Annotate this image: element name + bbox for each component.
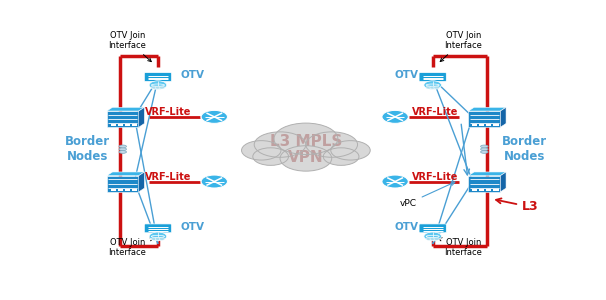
Polygon shape [107,176,139,192]
Circle shape [323,148,359,165]
Text: OTV: OTV [181,222,204,232]
Text: Border
Nodes: Border Nodes [65,135,110,163]
FancyBboxPatch shape [472,124,478,126]
Circle shape [201,110,227,123]
Circle shape [430,238,436,240]
Polygon shape [468,176,501,192]
FancyBboxPatch shape [144,73,171,82]
Text: VRF-Lite: VRF-Lite [412,107,459,117]
FancyBboxPatch shape [110,189,116,191]
FancyBboxPatch shape [118,124,123,126]
Text: OTV Join
Interface: OTV Join Interface [438,238,482,257]
Text: OTV: OTV [181,70,204,80]
FancyBboxPatch shape [419,73,446,82]
Circle shape [149,232,167,241]
Text: VRF-Lite: VRF-Lite [145,107,191,117]
Text: OTV: OTV [394,70,418,80]
Polygon shape [468,111,501,127]
Circle shape [151,86,157,89]
Polygon shape [501,107,506,127]
Circle shape [382,110,408,123]
Text: VRF-Lite: VRF-Lite [145,172,191,182]
Text: OTV: OTV [394,222,418,232]
FancyBboxPatch shape [419,224,446,233]
Circle shape [201,175,227,188]
Text: VPN: VPN [288,150,324,165]
FancyBboxPatch shape [486,124,491,126]
Ellipse shape [119,145,127,148]
Circle shape [426,238,431,240]
FancyBboxPatch shape [479,124,484,126]
Circle shape [155,86,161,89]
Circle shape [434,238,439,240]
Circle shape [426,86,431,89]
Circle shape [253,148,288,165]
Circle shape [331,141,370,160]
FancyBboxPatch shape [125,189,130,191]
Circle shape [254,132,306,157]
Circle shape [159,86,165,89]
Circle shape [434,86,439,89]
Circle shape [430,86,436,89]
FancyBboxPatch shape [132,189,137,191]
FancyBboxPatch shape [486,189,491,191]
Circle shape [280,146,331,171]
Circle shape [159,238,165,240]
Text: OTV Join
Interface: OTV Join Interface [108,238,153,257]
Text: Border
Nodes: Border Nodes [502,135,547,163]
FancyBboxPatch shape [118,189,123,191]
Text: vPC: vPC [400,182,455,208]
Circle shape [274,123,338,154]
Text: L3: L3 [496,198,539,213]
FancyBboxPatch shape [493,189,499,191]
Polygon shape [468,107,506,111]
Text: VRF-Lite: VRF-Lite [412,172,459,182]
Text: L3 MPLS: L3 MPLS [270,134,342,148]
Circle shape [424,81,441,89]
Ellipse shape [481,151,488,153]
Polygon shape [107,107,144,111]
Ellipse shape [119,151,127,153]
Circle shape [382,175,408,188]
FancyBboxPatch shape [110,124,116,126]
Circle shape [424,232,441,241]
FancyBboxPatch shape [144,224,171,233]
Circle shape [242,141,281,160]
FancyBboxPatch shape [493,124,499,126]
Ellipse shape [481,145,488,148]
Ellipse shape [481,148,488,151]
FancyBboxPatch shape [132,124,137,126]
Text: OTV Join
Interface: OTV Join Interface [440,31,482,62]
Polygon shape [468,172,506,176]
Polygon shape [139,172,144,192]
Polygon shape [107,172,144,176]
Text: OTV Join
Interface: OTV Join Interface [108,31,152,62]
Polygon shape [107,111,139,127]
FancyBboxPatch shape [472,189,478,191]
Ellipse shape [119,148,127,151]
FancyBboxPatch shape [125,124,130,126]
Polygon shape [501,172,506,192]
Circle shape [306,132,358,157]
FancyBboxPatch shape [479,189,484,191]
Circle shape [155,238,161,240]
Circle shape [149,81,167,89]
Circle shape [151,238,157,240]
Polygon shape [139,107,144,127]
